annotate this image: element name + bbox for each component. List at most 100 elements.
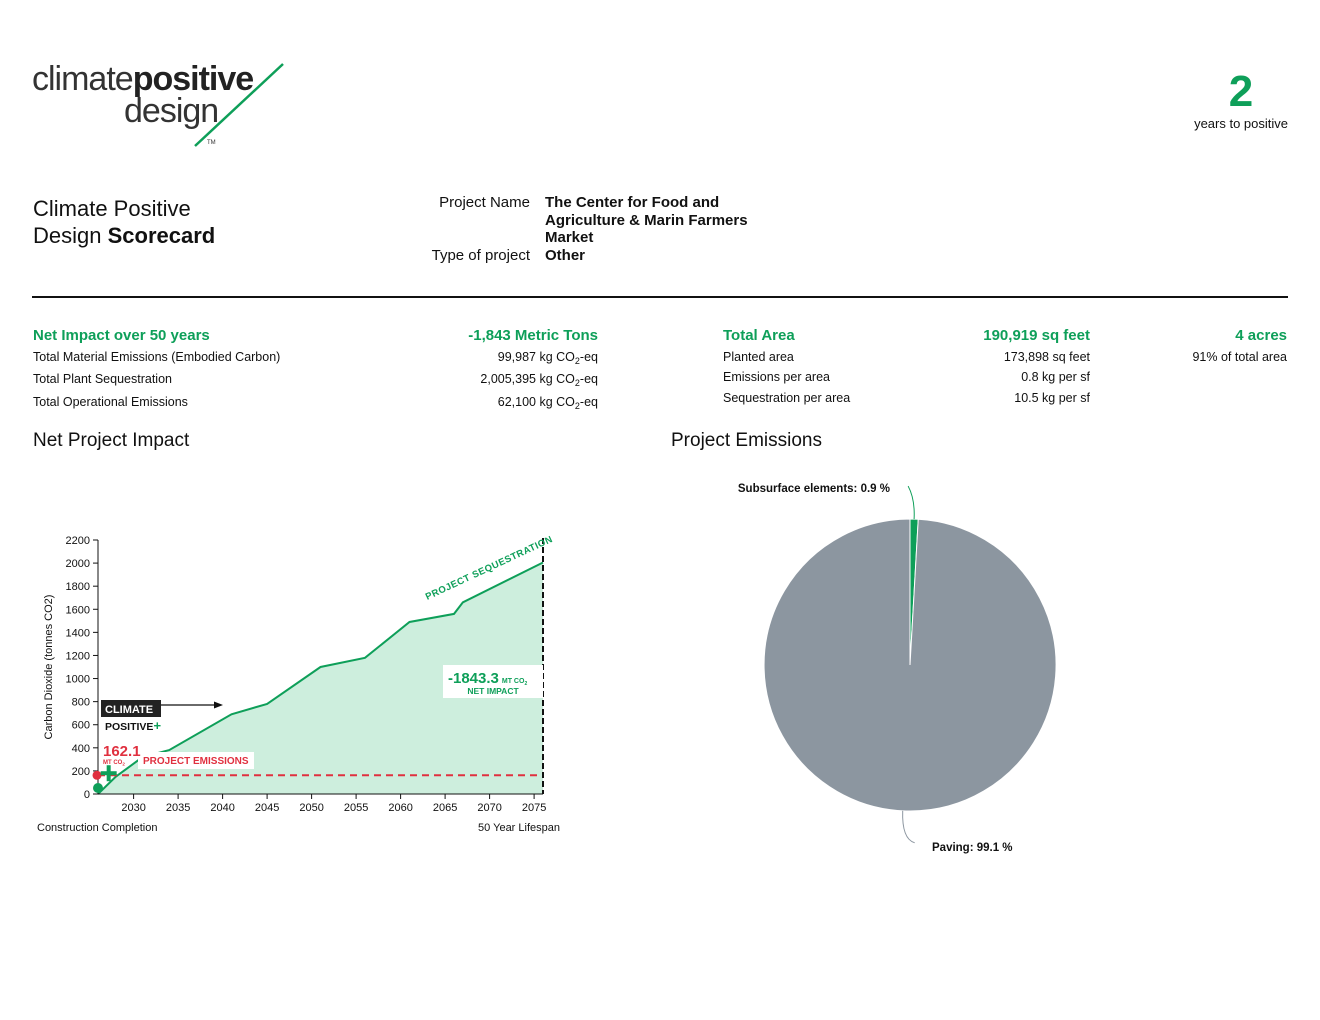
sequestration-start-marker <box>93 783 103 793</box>
y-tick-label: 1800 <box>66 581 90 593</box>
pie-slice <box>763 518 1057 812</box>
net-project-impact-title: Net Project Impact <box>33 430 190 451</box>
climate-positive-plus-icon <box>100 765 117 782</box>
impact-row-value-sub: 2 <box>574 378 580 388</box>
y-tick-label: 1600 <box>66 604 90 616</box>
climate-label-box <box>101 700 161 717</box>
logo: climatepositive design TM <box>32 62 292 152</box>
page-title-line1: Climate Positive <box>33 196 191 221</box>
pie-label-paving: Paving: 99.1 % <box>932 842 1013 854</box>
area-row-extra: 91% of total area <box>1192 350 1287 364</box>
y-tick-label: 600 <box>72 720 90 732</box>
net-impact-value: -1,843 Metric Tons <box>468 327 598 344</box>
project-name-label: Project Name <box>439 194 530 211</box>
logo-line1: climatepositive <box>32 60 254 98</box>
impact-row-value-sub: 2 <box>574 356 580 366</box>
x-tick-label: 2040 <box>210 802 234 814</box>
project-emissions-pie: Subsurface elements: 0.9 % Paving: 99.1 … <box>738 483 1057 854</box>
x-tick-label: 2065 <box>433 802 457 814</box>
lifespan-label: 50 Year Lifespan <box>478 822 560 834</box>
y-tick-label: 1200 <box>66 650 90 662</box>
net-impact-box <box>443 665 543 698</box>
net-impact-label: NET IMPACT <box>467 686 519 696</box>
y-tick-label: 2200 <box>66 535 90 547</box>
area-row-value: 0.8 kg per sf <box>1021 370 1090 384</box>
y-tick-label: 400 <box>72 743 90 755</box>
logo-trademark: TM <box>207 140 216 146</box>
x-tick-label: 2070 <box>477 802 501 814</box>
paving-leader-line <box>902 810 915 844</box>
x-tick-label: 2050 <box>299 802 323 814</box>
impact-row-value-text: 62,100 kg CO <box>497 395 575 409</box>
impact-row-value-text: 2,005,395 kg CO <box>480 372 575 386</box>
years-to-positive: 2 years to positive <box>1194 67 1288 132</box>
impact-row-value-unit: -eq <box>579 395 598 409</box>
page-title: Climate Positive Design Scorecard <box>33 195 215 249</box>
total-area-value: 190,919 sq feet <box>983 327 1090 344</box>
pie-label-subsurface: Subsurface elements: 0.9 % <box>738 483 890 495</box>
years-to-positive-label: years to positive <box>1194 116 1288 131</box>
area-row-label: Sequestration per area <box>723 391 851 405</box>
project-type-value: Other <box>545 247 586 264</box>
area-row-value: 173,898 sq feet <box>1003 350 1090 364</box>
x-tick-label: 2060 <box>388 802 412 814</box>
logo-slash-icon <box>194 63 284 147</box>
project-name-value: The Center for Food and Agriculture & Ma… <box>545 194 748 246</box>
subsurface-leader-line <box>907 485 915 520</box>
project-type-label: Type of project <box>431 247 530 264</box>
area-row-label: Planted area <box>723 350 794 364</box>
logo-word-positive: positive <box>132 60 254 98</box>
net-impact-unit: MT CO <box>502 678 525 685</box>
logo-word-design: design <box>124 92 219 130</box>
emissions-unit-text: MT CO <box>103 760 123 766</box>
emissions-unit: MT CO2 <box>103 760 125 767</box>
y-axis-label: Carbon Dioxide (tonnes CO2) <box>43 595 55 740</box>
impact-row-label: Total Operational Emissions <box>33 395 188 409</box>
emissions-unit-sub: 2 <box>122 762 125 767</box>
y-tick-label: 1400 <box>66 627 90 639</box>
total-area-acres: 4 acres <box>1235 327 1287 344</box>
divider <box>32 296 1288 298</box>
net-impact-annotation: -1843.3 MT CO2 <box>448 670 527 687</box>
y-tick-label: 0 <box>84 789 90 801</box>
sequestration-area <box>98 562 543 794</box>
x-tick-label: 2045 <box>255 802 279 814</box>
climate-label: CLIMATE <box>105 704 153 716</box>
page-title-design: Design <box>33 223 108 248</box>
net-impact-value-text: -1843.3 <box>448 670 499 687</box>
area-row-label: Emissions per area <box>723 370 830 384</box>
y-tick-label: 800 <box>72 697 90 709</box>
impact-row-value: 2,005,395 kg CO2-eq <box>400 372 598 388</box>
impact-row-value-unit: -eq <box>579 372 598 386</box>
construction-completion-label: Construction Completion <box>37 822 157 834</box>
positive-label: POSITIVE+ <box>105 718 161 733</box>
y-tick-label: 200 <box>72 766 90 778</box>
emissions-value: 162.1 <box>103 743 141 760</box>
page-title-scorecard: Scorecard <box>107 223 216 248</box>
x-tick-label: 2030 <box>121 802 145 814</box>
net-impact-unit-sub: 2 <box>524 681 527 687</box>
x-tick-label: 2055 <box>344 802 368 814</box>
logo-word-climate: climate <box>32 60 134 98</box>
project-values: The Center for Food and Agriculture & Ma… <box>545 194 765 264</box>
emissions-label-box <box>138 752 254 769</box>
project-emissions-title: Project Emissions <box>671 430 822 451</box>
impact-row-value-sub: 2 <box>574 401 580 411</box>
climate-arrow-head-icon <box>214 701 223 709</box>
impact-row-value-text: 99,987 kg CO <box>497 350 575 364</box>
impact-row-value: 99,987 kg CO2-eq <box>400 350 598 366</box>
emissions-start-marker <box>92 770 102 780</box>
total-area-title: Total Area <box>723 327 795 344</box>
impact-row-label: Total Material Emissions (Embodied Carbo… <box>33 350 281 364</box>
x-tick-label: 2035 <box>166 802 190 814</box>
net-impact-chart: 0200400600800100012001400160018002000220… <box>37 534 560 834</box>
positive-plus: + <box>153 718 161 733</box>
plus-horizontal <box>100 771 117 776</box>
y-tick-label: 1000 <box>66 674 90 686</box>
years-to-positive-value: 2 <box>1228 67 1254 116</box>
emissions-label: PROJECT EMISSIONS <box>143 756 249 767</box>
page-title-line2: Design Scorecard <box>33 222 215 249</box>
y-tick-label: 2000 <box>66 558 90 570</box>
impact-row-label: Total Plant Sequestration <box>33 372 172 386</box>
x-tick-label: 2075 <box>522 802 546 814</box>
